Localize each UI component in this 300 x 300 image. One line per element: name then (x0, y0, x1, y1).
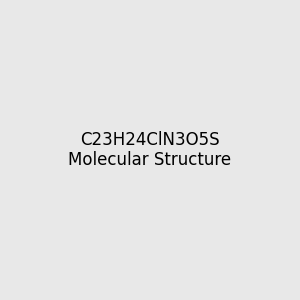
Text: C23H24ClN3O5S
Molecular Structure: C23H24ClN3O5S Molecular Structure (68, 130, 232, 170)
